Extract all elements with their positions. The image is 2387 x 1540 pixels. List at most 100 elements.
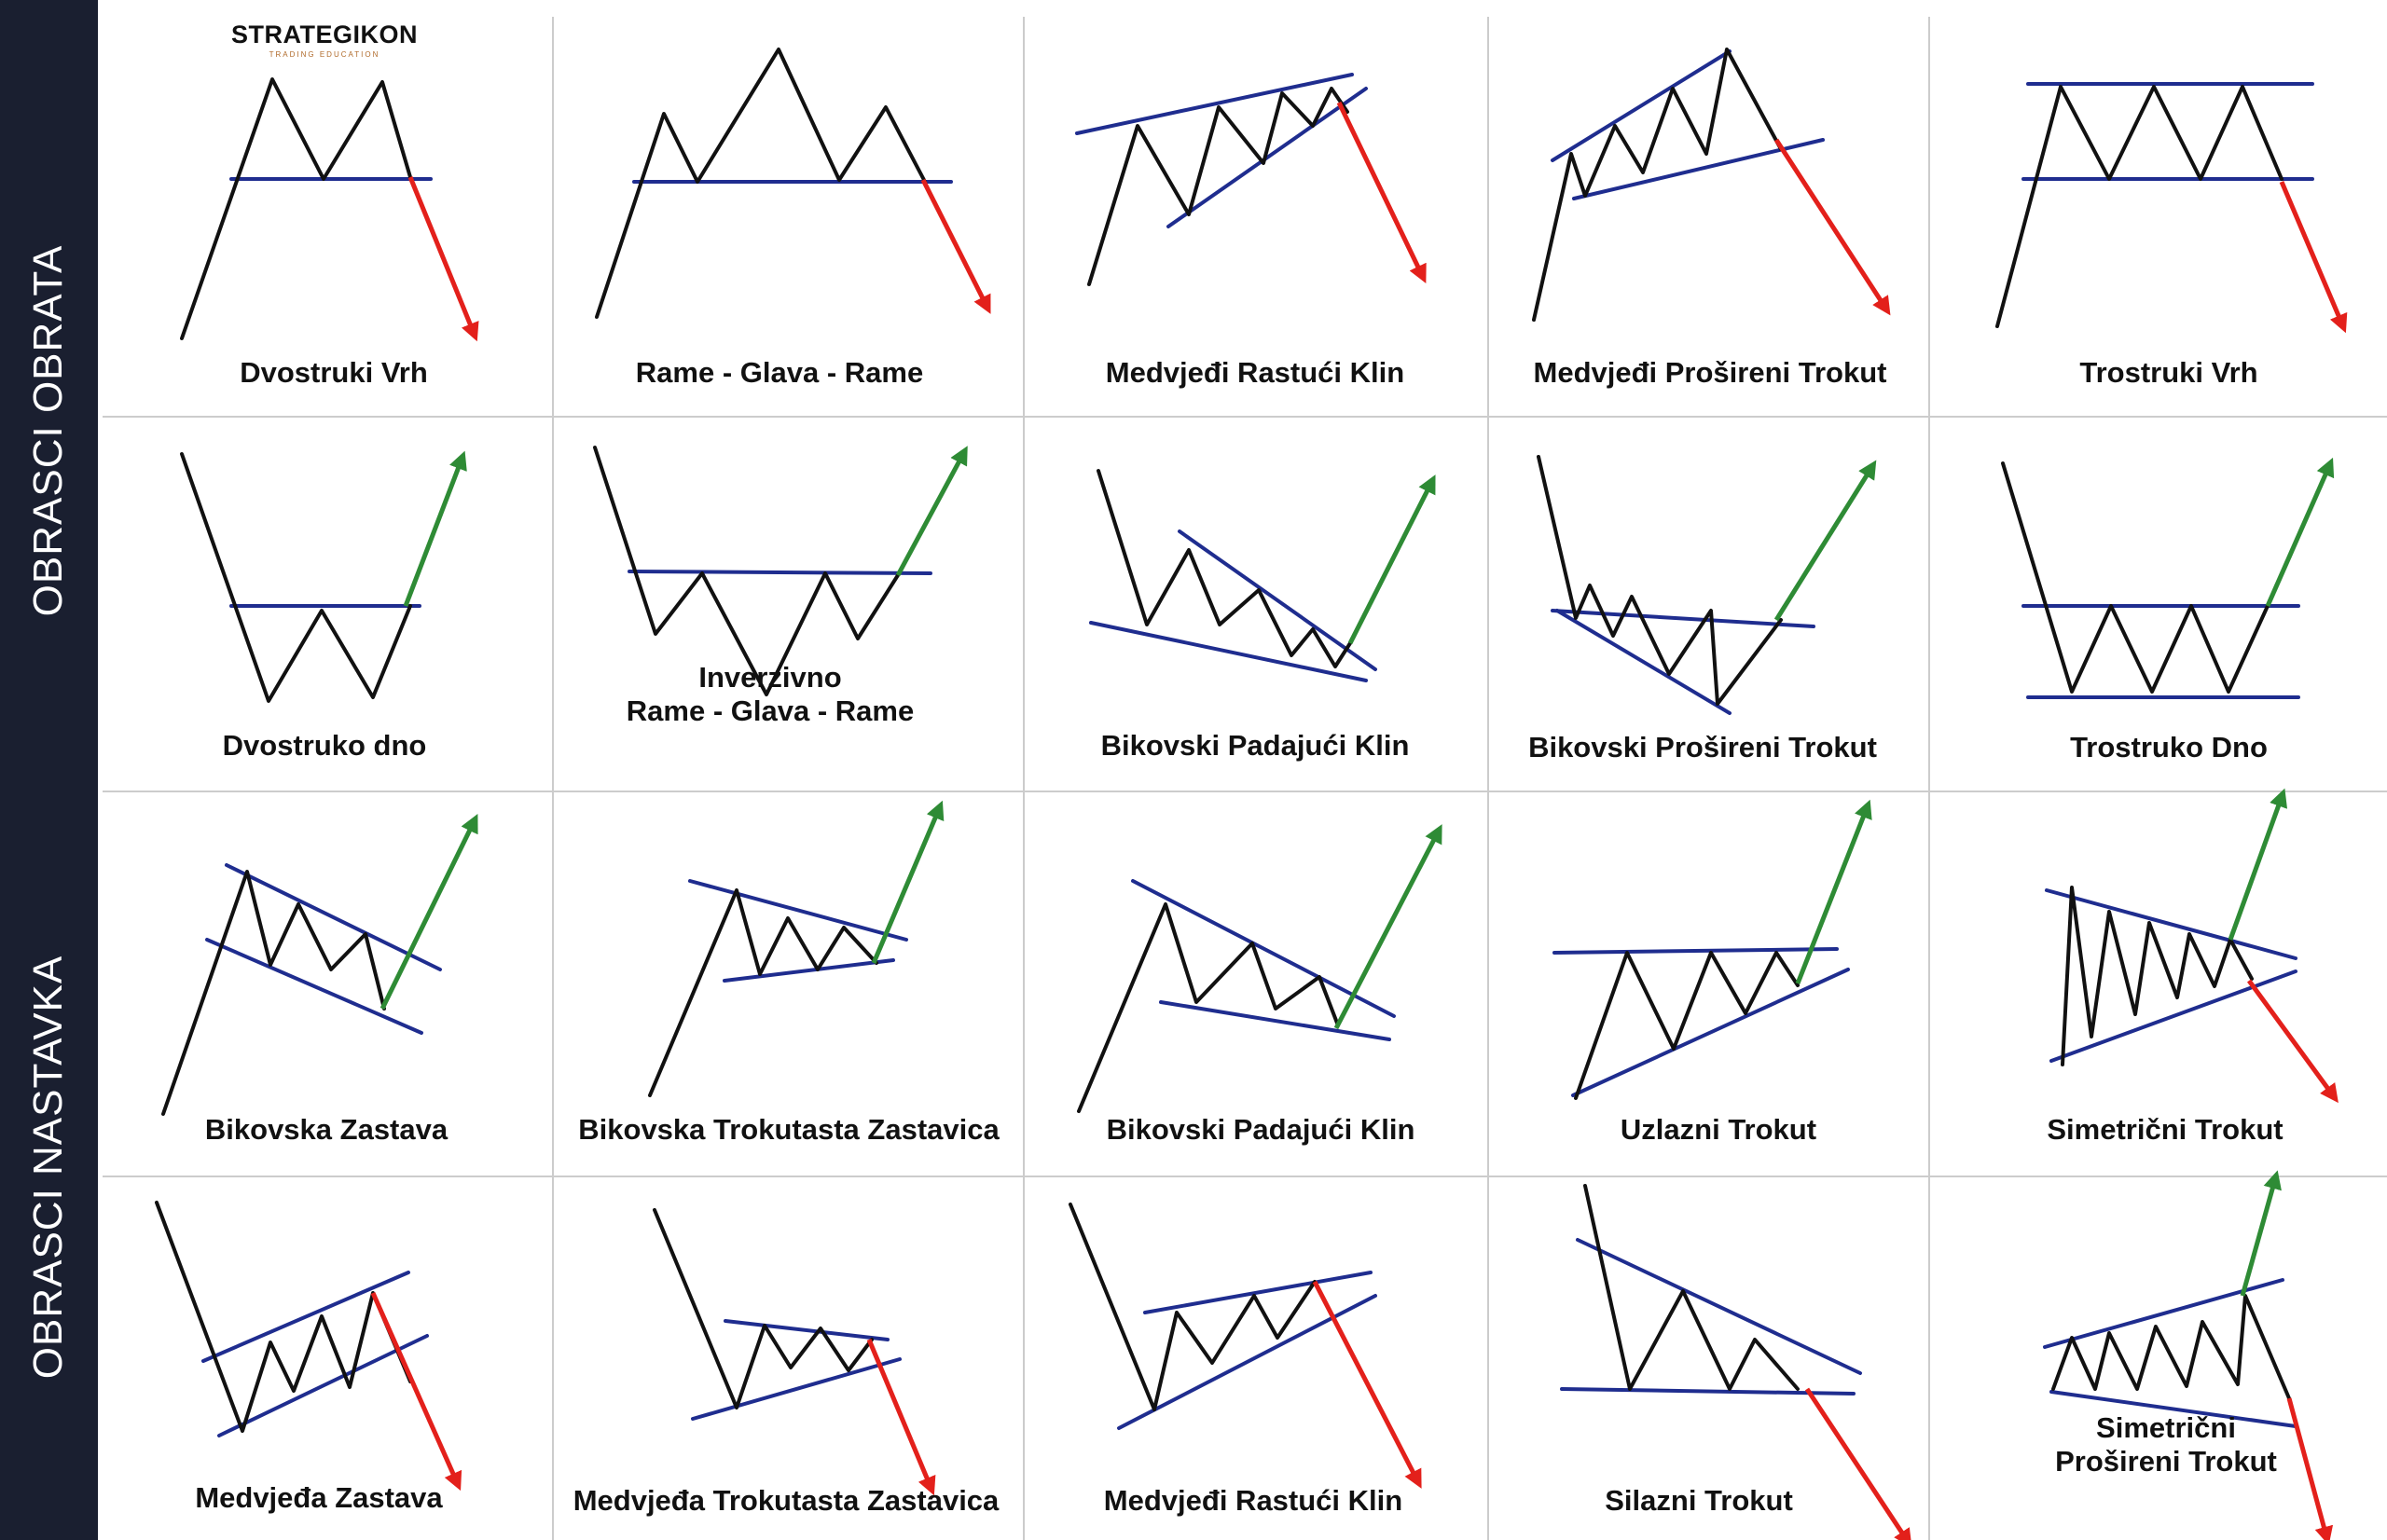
bearish-arrow-icon [370, 1291, 462, 1492]
price-path [155, 1201, 412, 1433]
bearish-arrow-icon [2286, 1397, 2334, 1540]
price-path [1087, 87, 1349, 286]
bearish-arrow-icon [1804, 1387, 1912, 1540]
pattern-cell: Bikovska Trokutasta Zastavica [578, 800, 1000, 1146]
trend-line [2043, 1278, 2284, 1349]
trend-line [217, 1334, 429, 1437]
trend-line [2049, 1390, 2297, 1428]
pattern-label: Inverzivno Rame - Glava - Rame [627, 661, 914, 727]
trend-line [205, 938, 423, 1035]
trend-line [688, 879, 908, 942]
trend-line [201, 1271, 410, 1363]
bearish-arrow-icon [1336, 101, 1427, 284]
pattern-cell: Dvostruko dno [180, 450, 467, 762]
pattern-cell: Medvjeđa Trokutasta Zastavica [573, 1208, 1000, 1517]
logo-tagline: TRADING EDUCATION [269, 50, 380, 59]
pattern-cell: Inverzivno Rame - Glava - Rame [593, 446, 968, 727]
trend-line [1571, 968, 1850, 1097]
pattern-label: Simetrični Trokut [2047, 1113, 2283, 1146]
pattern-cell: Trostruki Vrh [1995, 82, 2348, 389]
trend-line [1075, 73, 1354, 135]
pattern-cell: Medvjeđi Rastući Klin [1069, 1203, 1422, 1517]
trend-line [2045, 888, 2297, 960]
trend-line [1089, 621, 1368, 682]
pattern-cell: Silazni Trokut [1560, 1184, 1912, 1540]
pattern-cell: Bikovski Padajući Klin [1077, 824, 1442, 1146]
trend-line [628, 570, 932, 575]
price-path [161, 870, 386, 1116]
pattern-label: Medvjeđi Rastući Klin [1104, 1484, 1402, 1517]
sidebar: OBRASCI OBRATA OBRASCI NASTAVKA [0, 0, 98, 1540]
price-path [2061, 886, 2254, 1066]
trend-line [1143, 1271, 1373, 1314]
pattern-label: Bikovski Padajući Klin [1107, 1113, 1415, 1146]
trend-line [1560, 1387, 1856, 1396]
trend-line [1159, 1000, 1391, 1041]
pattern-label: Simetrični Prošireni Trokut [2055, 1411, 2277, 1478]
pattern-label: Medvjeđi Prošireni Trokut [1534, 356, 1887, 389]
pattern-cell: Dvostruki Vrh [180, 77, 479, 389]
pattern-cell: Rame - Glava - Rame [595, 48, 991, 389]
price-path [1583, 1184, 1800, 1391]
price-path [1077, 902, 1340, 1113]
grid-lines [103, 17, 2387, 1540]
pattern-label: Bikovska Zastava [205, 1113, 448, 1146]
trend-line [691, 1357, 902, 1421]
pattern-label: Dvostruko dno [223, 729, 427, 762]
pattern-cell: Medvjeđa Zastava [155, 1201, 462, 1514]
trend-line [1551, 609, 1815, 628]
price-path [1537, 455, 1783, 706]
pattern-label: Dvostruki Vrh [240, 356, 428, 389]
trend-line [1166, 87, 1368, 228]
trend-line [1552, 947, 1839, 955]
bullish-arrow-icon [2228, 788, 2288, 941]
pattern-cell: Uzlazni Trokut [1552, 799, 1872, 1146]
bearish-arrow-icon [2246, 979, 2339, 1104]
bullish-arrow-icon [1347, 474, 1436, 645]
trend-line [1117, 1294, 1377, 1430]
pattern-cell: Simetrični Prošireni Trokut [2043, 1170, 2334, 1540]
pattern-cell: Medvjeđi Prošireni Trokut [1532, 48, 1891, 389]
pattern-cell: Bikovski Padajući Klin [1089, 469, 1436, 762]
bullish-arrow-icon [895, 446, 968, 577]
price-path [1532, 48, 1783, 322]
strategikon-logo: STRATEGIKON TRADING EDUCATION [222, 21, 427, 59]
bullish-arrow-icon [379, 814, 478, 1011]
trend-line [1572, 138, 1825, 200]
price-path [180, 452, 412, 703]
bearish-arrow-icon [407, 176, 479, 342]
price-path [648, 888, 878, 1097]
pattern-label: Trostruki Vrh [2079, 356, 2257, 389]
trend-line [1131, 879, 1396, 1018]
pattern-label: Medvjeđa Zastava [195, 1481, 443, 1514]
trend-line [724, 1319, 890, 1341]
price-path [2051, 1294, 2291, 1400]
logo-name: STRATEGIKON [231, 21, 418, 48]
bullish-arrow-icon [2240, 1170, 2282, 1297]
bullish-arrow-icon [1795, 799, 1872, 984]
bearish-arrow-icon [1773, 138, 1891, 316]
pattern-label: Medvjeđa Trokutasta Zastavica [573, 1484, 1000, 1517]
trend-line [1576, 1238, 1862, 1375]
pattern-label: Rame - Glava - Rame [636, 356, 923, 389]
price-path [1069, 1203, 1317, 1411]
pattern-cell: Medvjeđi Rastući Klin [1075, 73, 1427, 389]
price-path [1097, 469, 1352, 668]
trend-line [1555, 609, 1732, 715]
bullish-arrow-icon [1333, 824, 1442, 1030]
price-path [595, 48, 927, 319]
pattern-label: Bikovska Trokutasta Zastavica [578, 1113, 1000, 1146]
pattern-label: Medvjeđi Rastući Klin [1106, 356, 1404, 389]
bearish-arrow-icon [866, 1339, 936, 1496]
bullish-arrow-icon [871, 800, 945, 964]
bearish-arrow-icon [920, 178, 991, 314]
price-path [1574, 951, 1800, 1100]
pattern-cell: Bikovski Prošireni Trokut [1528, 455, 1877, 763]
trend-line [225, 863, 442, 971]
price-path [653, 1208, 874, 1409]
pattern-label: Uzlazni Trokut [1621, 1113, 1816, 1146]
pattern-cell: Trostruko Dno [2001, 457, 2335, 763]
pattern-label: Bikovski Prošireni Trokut [1528, 731, 1877, 763]
trend-line [1551, 49, 1732, 162]
